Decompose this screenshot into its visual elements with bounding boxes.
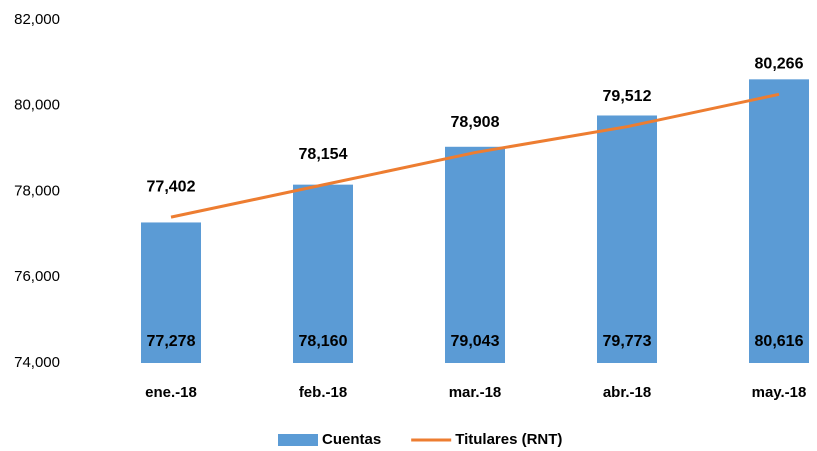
y-tick-label: 74,000 [14, 354, 60, 371]
y-tick-label: 80,000 [14, 97, 60, 114]
y-tick-label: 76,000 [14, 268, 60, 285]
line-value-label: 79,512 [603, 88, 652, 105]
bar-value-label: 79,043 [451, 333, 500, 350]
line [170, 92, 780, 219]
legend-swatch [278, 434, 318, 446]
line-value-label: 78,154 [299, 146, 348, 163]
line-value-label: 77,402 [147, 178, 196, 195]
bar [597, 115, 657, 363]
bar-value-label: 77,278 [147, 333, 196, 350]
x-tick-label: abr.-18 [603, 384, 651, 401]
y-tick-label: 82,000 [14, 11, 60, 28]
y-tick-label: 78,000 [14, 182, 60, 199]
bar-value-label: 79,773 [603, 333, 652, 350]
x-tick-label: may.-18 [752, 384, 807, 401]
bar [141, 222, 201, 363]
bar-value-label: 80,616 [755, 333, 804, 350]
legend-label: Cuentas [322, 431, 381, 448]
x-tick-label: mar.-18 [449, 384, 502, 401]
legend-label: Titulares (RNT) [455, 431, 562, 448]
line-value-label: 78,908 [451, 114, 500, 131]
x-tick-label: feb.-18 [299, 384, 347, 401]
x-tick-label: ene.-18 [145, 384, 197, 401]
bar [293, 184, 353, 363]
bar-value-label: 78,160 [299, 333, 348, 350]
bar [445, 146, 505, 363]
line-value-label: 80,266 [755, 56, 804, 73]
bar [749, 79, 809, 364]
